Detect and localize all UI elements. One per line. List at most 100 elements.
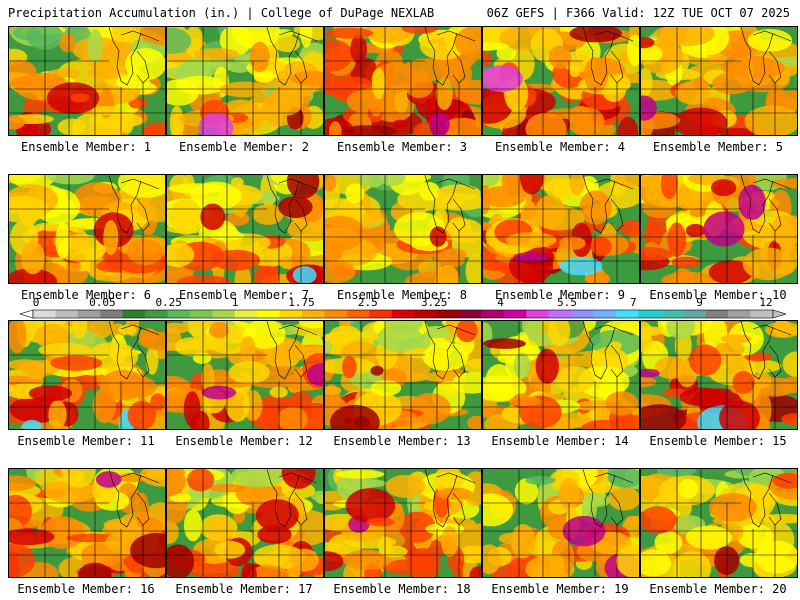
ensemble-member-label: Ensemble Member: 15 [649,434,787,448]
colorbar-swatch [548,310,572,318]
ensemble-member-label: Ensemble Member: 1 [20,140,152,154]
ensemble-map-panel [640,26,798,136]
colorbar-swatch [616,310,639,318]
precip-field [483,469,639,577]
ensemble-member-label: Ensemble Member: 18 [333,582,471,596]
precip-field [9,175,165,283]
map-title: Precipitation Accumulation (in.) | Colle… [8,6,435,20]
ensemble-member-label: Ensemble Member: 19 [491,582,629,596]
precip-field [483,175,639,283]
ensemble-map-panel [8,174,166,284]
colorbar-tick-label: 9 [696,296,703,309]
colorbar-swatch [414,310,438,318]
precip-field [641,27,797,135]
colorbar-swatch [324,310,348,318]
precip-field [641,321,797,429]
colorbar-tick-label: 0 [33,296,40,309]
colorbar-swatch [750,310,774,318]
precip-field [9,321,165,429]
ensemble-map-panel [8,320,166,430]
precip-field [641,175,797,283]
ensemble-map-panel [324,468,482,578]
ensemble-member-label: Ensemble Member: 10 [649,288,787,302]
ensemble-member-label: Ensemble Member: 7 [178,288,310,302]
colorbar-swatch [55,310,79,318]
colorbar-tick-label: 1.75 [288,296,315,309]
colorbar-swatch [436,310,460,318]
ensemble-map-panel [482,26,640,136]
model-valid-time: 06Z GEFS | F366 Valid: 12Z TUE OCT 07 20… [486,6,790,20]
ensemble-map-panel [482,320,640,430]
precip-field [9,27,165,135]
colorbar-arrow-right [772,309,786,319]
ensemble-map-panel [8,26,166,136]
colorbar-swatch [167,310,191,318]
ensemble-map-panel [482,174,640,284]
ensemble-map-panel [640,320,798,430]
colorbar-swatch [638,310,662,318]
ensemble-member-label: Ensemble Member: 20 [649,582,787,596]
ensemble-map-panel [324,26,482,136]
colorbar-swatch [212,310,236,318]
colorbar-swatch [683,310,707,318]
precip-field [325,321,481,429]
colorbar-swatch [346,310,370,318]
ensemble-member-label: Ensemble Member: 4 [494,140,626,154]
ensemble-member-label: Ensemble Member: 6 [20,288,152,302]
colorbar-tick-label: 3.25 [421,296,448,309]
colorbar-tick-label: 12 [759,296,772,309]
colorbar-swatch [77,310,101,318]
ensemble-map-panel [640,174,798,284]
ensemble-member-label: Ensemble Member: 17 [175,582,313,596]
colorbar-swatch [391,310,415,318]
ensemble-member-label: Ensemble Member: 2 [178,140,310,154]
ensemble-member-label: Ensemble Member: 3 [336,140,468,154]
colorbar-swatch [660,310,684,318]
ensemble-map-panel [324,174,482,284]
colorbar-swatch [571,310,594,318]
colorbar-swatch [145,310,168,318]
ensemble-member-label: Ensemble Member: 5 [652,140,784,154]
ensemble-member-label: Ensemble Member: 8 [336,288,468,302]
colorbar-tick-label: 1 [232,296,239,309]
precip-field [483,27,639,135]
colorbar-swatch [234,310,258,318]
ensemble-map-panel [166,468,324,578]
colorbar-tick-label: 2.5 [358,296,378,309]
precip-field [483,321,639,429]
colorbar-swatch [279,310,303,318]
ensemble-member-label: Ensemble Member: 14 [491,434,629,448]
colorbar-swatch [369,310,393,318]
precip-field [167,27,323,135]
ensemble-member-label: Ensemble Member: 16 [17,582,155,596]
colorbar-tick-label: 0.25 [155,296,182,309]
colorbar-arrow-left [20,309,34,319]
precip-colorbar: 0 0.05 0.25 1 1.75 2.5 3.25 4 5.5 7 9 12 [20,296,786,319]
colorbar-swatch [100,310,124,318]
ensemble-map-panel [640,468,798,578]
colorbar-swatch [33,310,56,318]
colorbar-swatch [189,310,213,318]
ensemble-map-panel [482,468,640,578]
precip-field [9,469,165,577]
colorbar-swatch [302,310,325,318]
colorbar-swatch [705,310,729,318]
precip-field [325,175,481,283]
ensemble-member-label: Ensemble Member: 11 [17,434,155,448]
ensemble-map-panel [166,26,324,136]
ensemble-member-label: Ensemble Member: 9 [494,288,626,302]
ensemble-map-panel [324,320,482,430]
precip-field [167,175,323,283]
colorbar-swatch [503,310,527,318]
colorbar-tick-label: 0.05 [89,296,116,309]
ensemble-member-label: Ensemble Member: 13 [333,434,471,448]
colorbar-tick-label: 4 [497,296,504,309]
colorbar-swatch [728,310,751,318]
colorbar-swatch [593,310,617,318]
colorbar-tick-label: 5.5 [557,296,577,309]
colorbar-tick-label: 7 [630,296,637,309]
ensemble-map-panel [8,468,166,578]
colorbar-swatch [481,310,505,318]
ensemble-member-label: Ensemble Member: 12 [175,434,313,448]
ensemble-map-panel [166,320,324,430]
